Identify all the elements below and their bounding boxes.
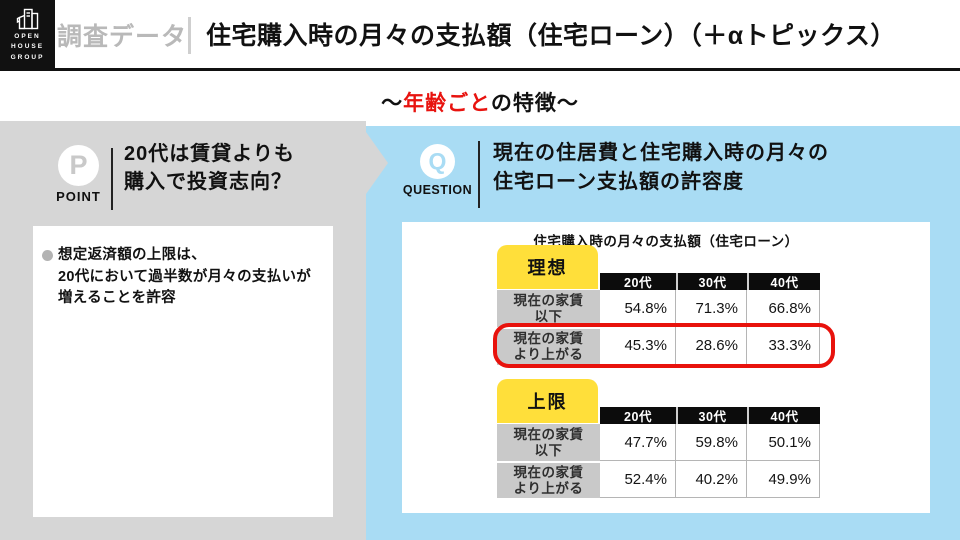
table1-col-header: 20代 bbox=[600, 273, 676, 290]
question-panel: Q QUESTION 現在の住居費と住宅購入時の月々の 住宅ローン支払額の許容度… bbox=[366, 126, 960, 540]
table-limit: 20代 30代 40代 現在の家賃 以下 47.7% 59.8% 50.1% 現… bbox=[497, 407, 820, 498]
point-badge-icon: P bbox=[58, 145, 99, 186]
point-heading-line2: 購入で投資志向？ bbox=[124, 171, 292, 193]
subtitle-highlight: 年齢ごと bbox=[403, 92, 491, 115]
table2-row2-label: 現在の家賃 より上がる bbox=[497, 461, 600, 498]
table-cell: 40.2% bbox=[676, 461, 747, 498]
table1-row1-label: 現在の家賃 以下 bbox=[497, 290, 600, 327]
question-badge-icon: Q bbox=[420, 144, 455, 179]
header-bar: OPEN HOUSE GROUP 調査データ 住宅購入時の月々の支払額（住宅ロー… bbox=[0, 0, 960, 71]
house-icon bbox=[16, 9, 38, 30]
table-cell: 66.8% bbox=[747, 290, 820, 327]
table-cell: 45.3% bbox=[600, 327, 676, 365]
point-note-line3: 増えることを許容 bbox=[58, 290, 176, 306]
point-heading: 20代は賃貸よりも 購入で投資志向？ bbox=[124, 140, 295, 196]
section-subtitle: 〜年齢ごとの特徴〜 bbox=[0, 87, 960, 117]
table-ideal: 20代 30代 40代 現在の家賃 以下 54.8% 71.3% 66.8% 現… bbox=[497, 273, 820, 365]
point-divider bbox=[111, 148, 113, 210]
data-card: 住宅購入時の月々の支払額（住宅ローン） 理想 20代 30代 40代 現在の家賃… bbox=[402, 222, 930, 513]
table1-badge: 理想 bbox=[497, 245, 598, 289]
table2-col-header: 40代 bbox=[747, 407, 820, 424]
table1-row2-label: 現在の家賃 より上がる bbox=[497, 327, 600, 365]
table-cell: 59.8% bbox=[676, 424, 747, 461]
point-badge-label: POINT bbox=[56, 189, 101, 204]
table-cell: 52.4% bbox=[600, 461, 676, 498]
question-heading-line2: 住宅ローン支払額の許容度 bbox=[493, 171, 744, 193]
table-cell: 71.3% bbox=[676, 290, 747, 327]
row-label-line2: より上がる bbox=[513, 480, 584, 496]
point-panel: P POINT 20代は賃貸よりも 購入で投資志向？ 想定返済額の上限は、 20… bbox=[0, 121, 366, 540]
row-label-line2: 以下 bbox=[534, 442, 563, 458]
point-note-text: 想定返済額の上限は、 20代において過半数が月々の支払いが 増えることを許容 bbox=[58, 245, 311, 310]
logo-line: GROUP bbox=[10, 53, 45, 61]
table-cell: 50.1% bbox=[747, 424, 820, 461]
table1-col-header: 30代 bbox=[676, 273, 747, 290]
row-label-line2: 以下 bbox=[534, 308, 563, 324]
point-note-box: 想定返済額の上限は、 20代において過半数が月々の支払いが 増えることを許容 bbox=[33, 226, 333, 517]
question-heading-line1: 現在の住居費と住宅購入時の月々の bbox=[493, 142, 829, 164]
question-badge-letter: Q bbox=[428, 148, 447, 174]
point-note-line2: 20代において過半数が月々の支払いが bbox=[58, 268, 312, 285]
logo-line: HOUSE bbox=[10, 43, 45, 51]
row-label-line1: 現在の家賃 bbox=[513, 464, 584, 480]
point-heading-line1: 20代は賃貸よりも bbox=[124, 143, 295, 165]
question-badge-label: QUESTION bbox=[402, 183, 473, 197]
table2-badge: 上限 bbox=[497, 379, 598, 423]
table2-row1-label: 現在の家賃 以下 bbox=[497, 424, 600, 461]
table-cell: 28.6% bbox=[676, 327, 747, 365]
bullet-icon bbox=[42, 250, 53, 261]
header-category: 調査データ bbox=[57, 23, 188, 51]
arrow-right-icon bbox=[366, 132, 388, 194]
question-heading: 現在の住居費と住宅購入時の月々の 住宅ローン支払額の許容度 bbox=[493, 139, 829, 197]
row-label-line2: より上がる bbox=[513, 347, 584, 362]
table-cell: 54.8% bbox=[600, 290, 676, 327]
page-title: 住宅購入時の月々の支払額（住宅ローン）（＋αトピックス） bbox=[206, 22, 896, 50]
row-label-line1: 現在の家賃 bbox=[513, 426, 584, 442]
row-label-line1: 現在の家賃 bbox=[513, 292, 584, 308]
subtitle-prefix: 〜 bbox=[381, 92, 404, 115]
highlight-ring bbox=[493, 323, 835, 368]
point-badge-letter: P bbox=[69, 150, 88, 180]
table-title: 住宅購入時の月々の支払額（住宅ローン） bbox=[533, 234, 799, 249]
table-cell: 49.9% bbox=[747, 461, 820, 498]
table-cell: 33.3% bbox=[747, 327, 820, 365]
question-divider bbox=[478, 141, 480, 208]
table2-col-header: 30代 bbox=[676, 407, 747, 424]
openhouse-logo: OPEN HOUSE GROUP bbox=[0, 0, 55, 71]
table2-col-header: 20代 bbox=[600, 407, 676, 424]
table-cell: 47.7% bbox=[600, 424, 676, 461]
subtitle-suffix: の特徴〜 bbox=[490, 92, 579, 115]
table1-col-header: 40代 bbox=[747, 273, 820, 290]
logo-line: OPEN bbox=[14, 33, 41, 41]
row-label-line1: 現在の家賃 bbox=[513, 331, 584, 346]
point-note-line1: 想定返済額の上限は、 bbox=[58, 247, 206, 263]
header-divider bbox=[188, 17, 191, 54]
